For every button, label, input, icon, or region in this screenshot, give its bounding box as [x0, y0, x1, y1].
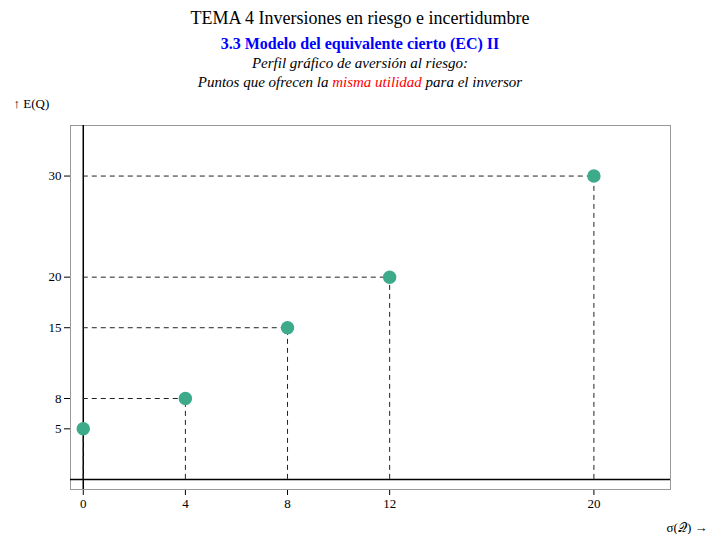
svg-text:15: 15	[49, 320, 62, 335]
svg-text:20: 20	[49, 269, 62, 284]
svg-text:↑ E(Q): ↑ E(Q)	[14, 96, 50, 111]
html-text:Puntos que ofrecen la misma ut: Puntos que ofrecen la misma utilidad par…	[197, 74, 523, 90]
svg-text:8: 8	[55, 391, 62, 406]
svg-text:30: 30	[49, 168, 62, 183]
svg-text:0: 0	[80, 496, 87, 511]
html-text:TEMA 4 Inversiones en riesgo e: TEMA 4 Inversiones en riesgo e incertidu…	[190, 8, 530, 28]
svg-text:12: 12	[383, 496, 396, 511]
svg-text:20: 20	[587, 496, 600, 511]
html-text:Perfil gráfico de aversión al: Perfil gráfico de aversión al riesgo:	[251, 55, 469, 71]
svg-text:4: 4	[182, 496, 189, 511]
svg-text:σ(𝒬) →: σ(𝒬) →	[667, 520, 708, 535]
svg-text:5: 5	[55, 421, 62, 436]
svg-text:8: 8	[284, 496, 291, 511]
html-text:3.3 Modelo del equivalente cie: 3.3 Modelo del equivalente cierto (EC) I…	[220, 35, 500, 52]
